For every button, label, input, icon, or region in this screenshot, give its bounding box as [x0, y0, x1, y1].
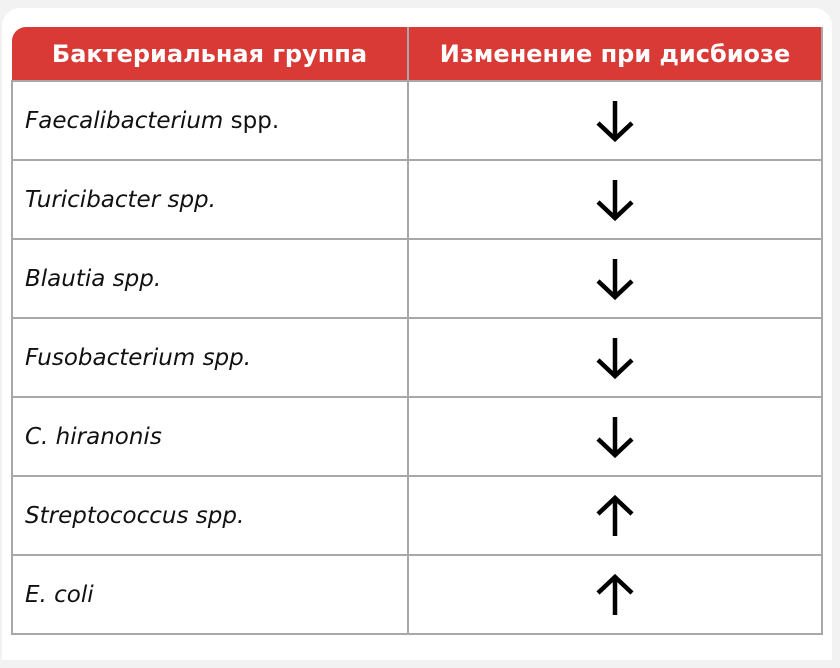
arrow-up-icon — [596, 494, 634, 536]
genus-name: Fusobacterium spp. — [25, 344, 252, 371]
table-row: Fusobacterium spp. — [11, 317, 823, 398]
genus-name: C. hiranonis — [25, 423, 162, 450]
header-bacterial-group: Бактериальная группа — [12, 27, 409, 82]
arrow-down-icon — [596, 337, 634, 379]
genus-name: Turicibacter spp. — [25, 186, 216, 213]
arrow-down-icon — [596, 416, 634, 458]
bacterial-group-cell: Blautia spp. — [11, 238, 409, 319]
bacterial-group-cell: Faecalibacterium spp. — [11, 80, 409, 161]
table-row: Streptococcus spp. — [11, 475, 823, 556]
genus-name: Blautia spp. — [25, 265, 162, 292]
arrow-down-icon — [596, 258, 634, 300]
change-cell — [407, 396, 823, 477]
card: Бактериальная группа Изменение при дисби… — [2, 8, 832, 660]
bacterial-group-cell: C. hiranonis — [11, 396, 409, 477]
bacterial-group-cell: E. coli — [11, 554, 409, 635]
table-row: Faecalibacterium spp. — [11, 80, 823, 161]
genus-name: Faecalibacterium — [25, 107, 224, 134]
header-change: Изменение при дисбиозе — [407, 27, 823, 82]
change-cell — [407, 475, 823, 556]
header-row: Бактериальная группа Изменение при дисби… — [12, 27, 823, 82]
table-row: C. hiranonis — [11, 396, 823, 477]
genus-name: Streptococcus spp. — [25, 502, 245, 529]
change-cell — [407, 159, 823, 240]
change-cell — [407, 317, 823, 398]
bacterial-group-cell: Fusobacterium spp. — [11, 317, 409, 398]
dysbiosis-table: Бактериальная группа Изменение при дисби… — [11, 27, 823, 635]
change-cell — [407, 80, 823, 161]
arrow-up-icon — [596, 573, 634, 615]
genus-name: E. coli — [25, 581, 94, 608]
change-cell — [407, 238, 823, 319]
table-row: Turicibacter spp. — [11, 159, 823, 240]
arrow-down-icon — [596, 179, 634, 221]
genus-suffix: spp. — [223, 107, 280, 134]
table-row: Blautia spp. — [11, 238, 823, 319]
bacterial-group-cell: Turicibacter spp. — [11, 159, 409, 240]
bacterial-group-cell: Streptococcus spp. — [11, 475, 409, 556]
change-cell — [407, 554, 823, 635]
table-row: E. coli — [11, 554, 823, 635]
arrow-down-icon — [596, 100, 634, 142]
